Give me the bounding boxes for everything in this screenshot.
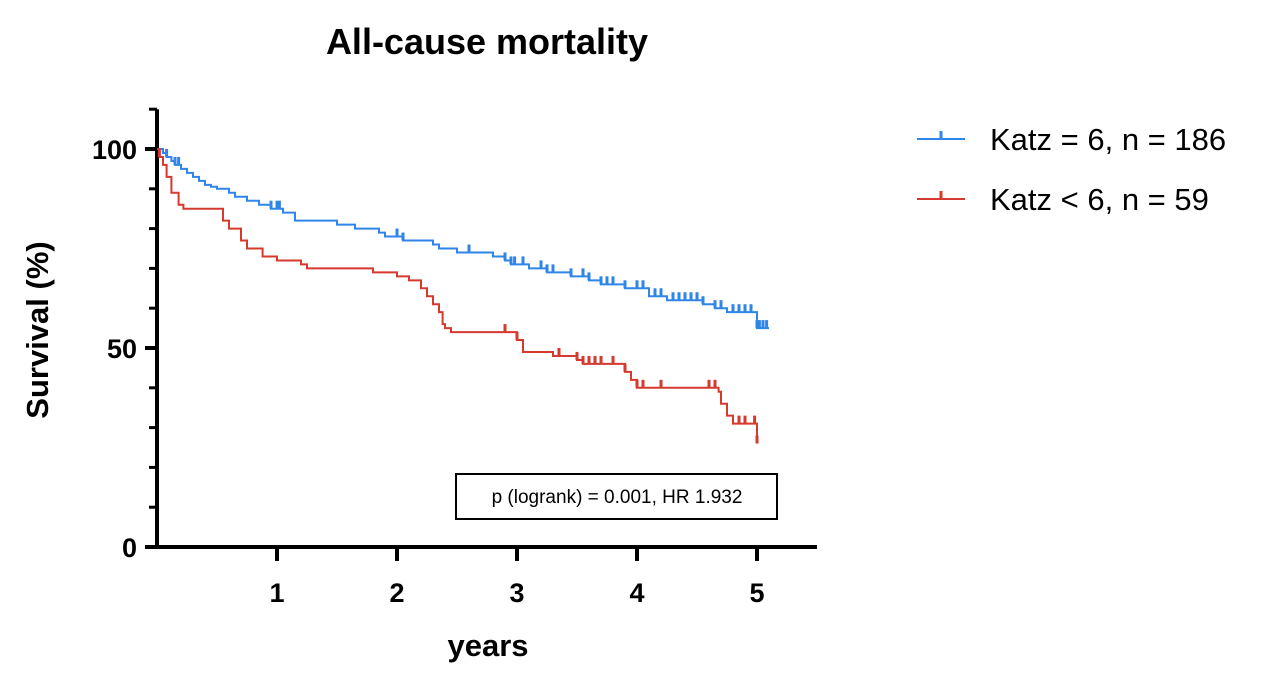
annotation-box bbox=[455, 473, 778, 520]
series-2 bbox=[157, 148, 759, 444]
y-tick-label: 0 bbox=[122, 533, 137, 563]
logrank-annotation: p (logrank) = 0.001, HR 1.932 bbox=[455, 473, 778, 520]
legend-item-1: Katz = 6, n = 186 bbox=[917, 122, 1226, 157]
x-tick-label: 3 bbox=[509, 578, 524, 608]
legend-label: Katz = 6, n = 186 bbox=[990, 122, 1226, 157]
chart-title: All-cause mortality bbox=[326, 21, 648, 62]
x-tick-label: 2 bbox=[389, 578, 404, 608]
y-tick-label: 100 bbox=[92, 135, 137, 165]
axes: 0 50 100 1 2 3 4 5 bbox=[92, 107, 817, 608]
y-axis-label: Survival (%) bbox=[20, 241, 55, 418]
series-layer bbox=[157, 148, 769, 444]
legend-item-2: Katz < 6, n = 59 bbox=[917, 182, 1209, 217]
x-tick-label: 5 bbox=[749, 578, 764, 608]
legend-label: Katz < 6, n = 59 bbox=[990, 182, 1209, 217]
y-tick-label: 50 bbox=[107, 334, 137, 364]
legend: Katz = 6, n = 186 Katz < 6, n = 59 bbox=[917, 122, 1226, 217]
annotation-text: p (logrank) = 0.001, HR 1.932 bbox=[492, 487, 743, 508]
x-axis-label: years bbox=[447, 628, 528, 663]
series-1 bbox=[157, 148, 769, 330]
survival-curve-1 bbox=[157, 148, 769, 330]
x-tick-label: 1 bbox=[269, 578, 284, 608]
x-tick-label: 4 bbox=[629, 578, 644, 608]
